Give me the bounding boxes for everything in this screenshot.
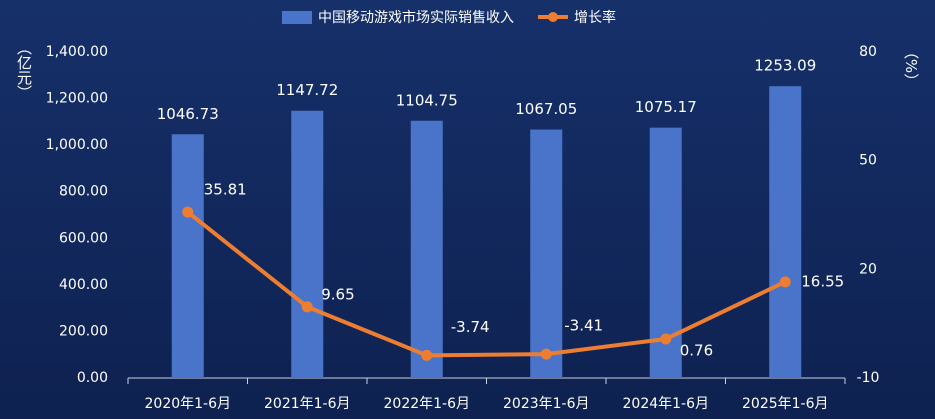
line-value-label: -3.74 (451, 318, 490, 336)
y2-tick-label: 80 (859, 44, 877, 60)
line-point (779, 276, 791, 288)
y-tick-label: 600.00 (59, 230, 108, 246)
line-value-label: 0.76 (680, 342, 713, 360)
x-tick-label: 2025年1-6月 (742, 396, 829, 412)
bar-value-label: 1253.09 (754, 57, 816, 75)
line-point (182, 206, 194, 218)
bar-value-label: 1046.73 (157, 105, 219, 123)
x-tick-label: 2020年1-6月 (145, 396, 232, 412)
y-tick-label: 800.00 (59, 184, 108, 200)
legend-label: 增长率 (574, 9, 616, 26)
bar-value-label: 1067.05 (515, 100, 577, 118)
line-value-label: 9.65 (321, 285, 354, 303)
y-axis-title: （亿元） (15, 40, 33, 100)
x-tick-label: 2024年1-6月 (623, 396, 710, 412)
bar (769, 86, 802, 378)
y2-tick-label: 20 (859, 261, 877, 277)
line-value-label: 35.81 (204, 181, 247, 199)
bar (291, 110, 324, 378)
legend-swatch-dot (548, 12, 558, 22)
bar (410, 120, 443, 378)
line-value-label: 16.55 (801, 272, 844, 290)
bar-value-label: 1104.75 (396, 91, 458, 109)
bar-value-label: 1147.72 (276, 81, 338, 99)
legend-label: 中国移动游戏市场实际销售收入 (318, 9, 514, 26)
y-tick-label: 0.00 (77, 370, 108, 386)
y2-tick-label: 50 (859, 153, 877, 169)
y-tick-label: 1,200.00 (46, 91, 108, 107)
bar (171, 134, 204, 378)
y2-axis-title: （%） (902, 44, 920, 88)
line-point (660, 333, 672, 345)
line-point (421, 349, 433, 361)
y-tick-label: 1,400.00 (46, 44, 108, 60)
x-tick-label: 2021年1-6月 (264, 396, 351, 412)
line-value-label: -3.41 (564, 317, 603, 335)
bar-value-label: 1075.17 (635, 98, 697, 116)
y2-tick-label: -10 (857, 370, 880, 386)
line-point (540, 348, 552, 360)
y-tick-label: 400.00 (59, 277, 108, 293)
y-tick-label: 200.00 (59, 323, 108, 339)
bar (530, 129, 563, 378)
x-tick-label: 2023年1-6月 (503, 396, 590, 412)
x-tick-label: 2022年1-6月 (384, 396, 471, 412)
legend-swatch (282, 11, 312, 24)
line-point (301, 301, 313, 313)
line (186, 210, 787, 358)
y-tick-label: 1,000.00 (46, 137, 108, 153)
